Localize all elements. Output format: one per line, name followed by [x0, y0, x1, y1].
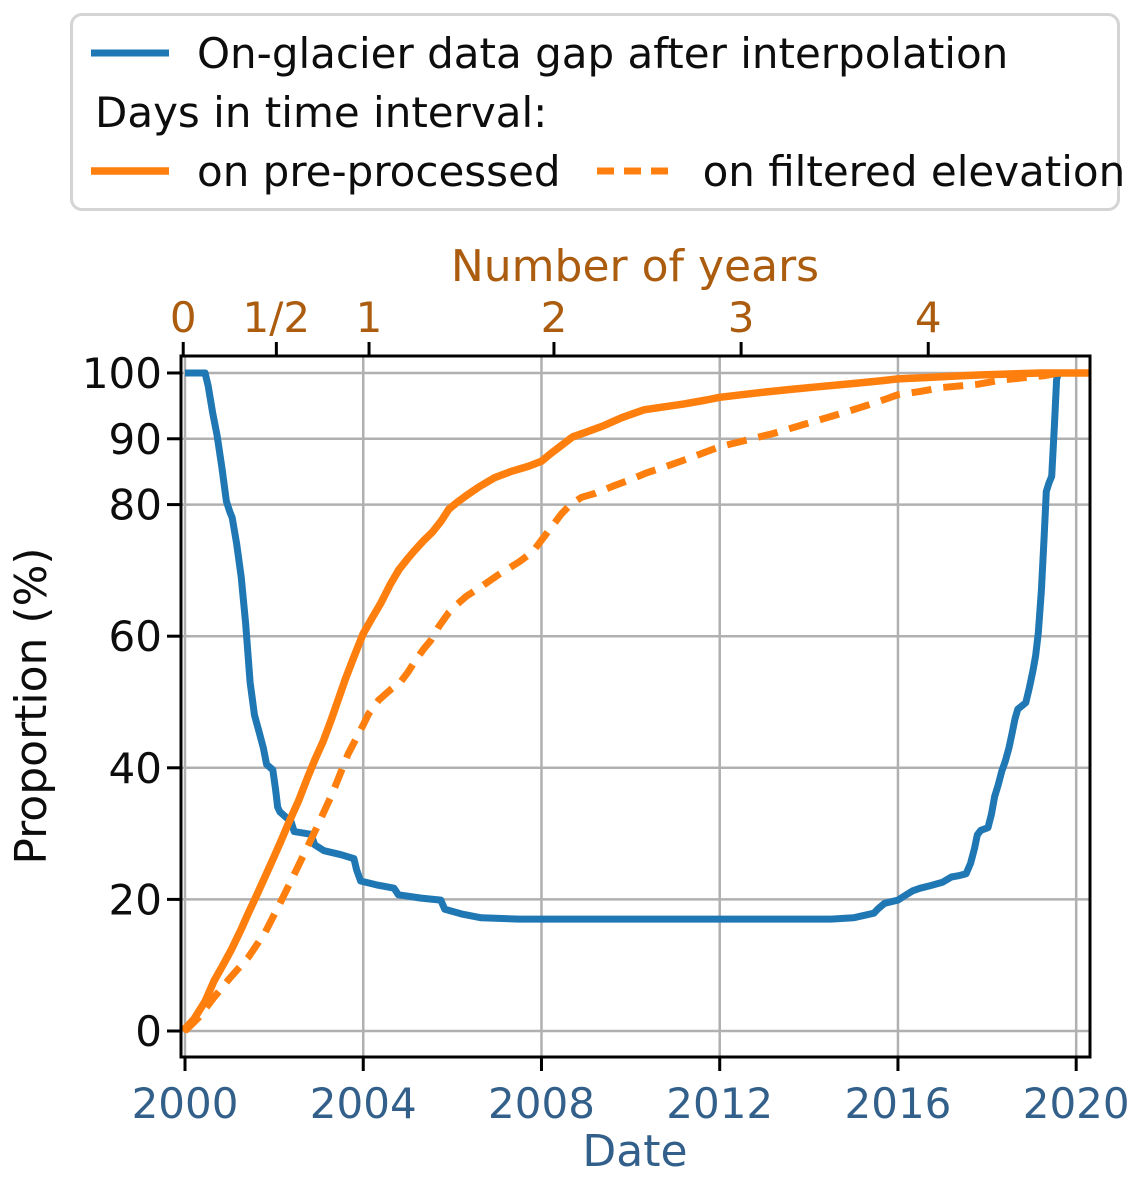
- y-tick-label-90: 90: [109, 415, 162, 464]
- x-tick-label-2012: 2012: [666, 1079, 773, 1128]
- legend-label-on-glacier-gap: On-glacier data gap after interpolation: [197, 28, 1009, 78]
- y-tick-label-100: 100: [82, 349, 162, 398]
- legend-label-filtered-elevation: on filtered elevation: [702, 146, 1126, 196]
- y-tick-label-0: 0: [135, 1007, 162, 1056]
- y-axis-title: Proportion (%): [6, 547, 57, 864]
- plot-frame: [179, 354, 1092, 1059]
- legend-group-title: Days in time interval:: [95, 87, 548, 137]
- legend-row-3: on pre-processed on filtered elevation: [89, 142, 1125, 200]
- series-line-2: [182, 369, 1090, 1034]
- legend: On-glacier data gap after interpolation …: [70, 13, 1125, 211]
- top-tick-label-4: 4: [915, 293, 942, 342]
- series-layer: [181, 369, 1090, 1034]
- y-tick-label-60: 60: [109, 612, 162, 661]
- series-line-1: [181, 369, 1090, 1034]
- legend-row-1: On-glacier data gap after interpolation: [89, 24, 1101, 82]
- x-tick-label-2016: 2016: [845, 1079, 952, 1128]
- y-tick-label-80: 80: [109, 481, 162, 530]
- top-axis-title: Number of years: [451, 241, 819, 292]
- legend-line-blue-solid-icon: [91, 49, 169, 57]
- legend-row-2: Days in time interval:: [89, 83, 1101, 141]
- x-tick-label-2020: 2020: [1023, 1079, 1130, 1128]
- top-tick-label-1: 1: [356, 293, 383, 342]
- x-tick-label-2004: 2004: [310, 1079, 417, 1128]
- top-tick-label-2: 2: [541, 293, 568, 342]
- top-tick-label-1-2: 1/2: [243, 293, 311, 342]
- x-tick-label-2008: 2008: [488, 1079, 595, 1128]
- grid-layer: [181, 356, 1090, 1057]
- top-tick-label-3: 3: [728, 293, 755, 342]
- y-tick-label-40: 40: [109, 744, 162, 793]
- x-axis-title: Date: [582, 1126, 687, 1177]
- legend-line-orange-solid-icon: [91, 167, 169, 175]
- x-tick-label-2000: 2000: [132, 1079, 239, 1128]
- legend-line-orange-dashed-icon: [596, 167, 675, 175]
- legend-label-pre-processed: on pre-processed: [197, 146, 561, 196]
- series-line-0: [185, 369, 1090, 923]
- y-tick-label-20: 20: [109, 875, 162, 924]
- top-tick-label-0: 0: [170, 293, 197, 342]
- tick-layer: [167, 342, 1078, 1071]
